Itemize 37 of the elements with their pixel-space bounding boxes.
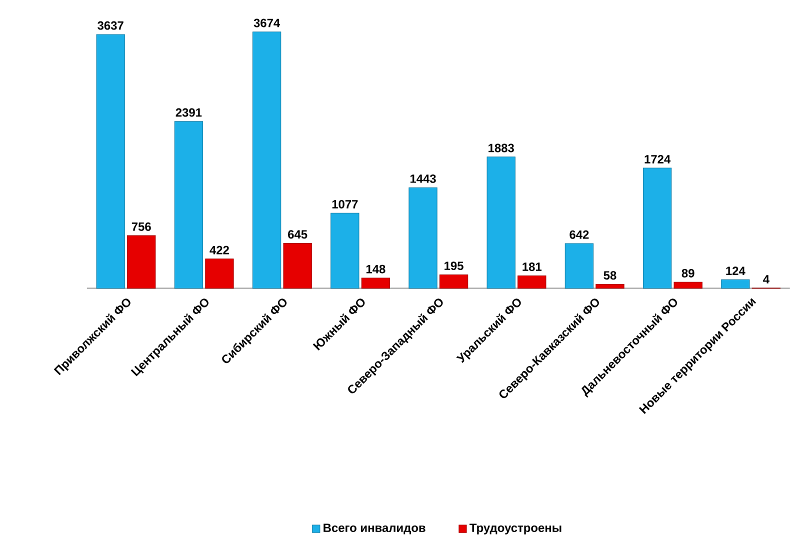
data-label: 1724 xyxy=(644,154,671,164)
data-label: 3637 xyxy=(98,21,124,30)
data-label: 1077 xyxy=(332,200,358,208)
data-label: 1443 xyxy=(410,174,436,183)
bar xyxy=(439,274,468,289)
bar xyxy=(330,212,360,289)
data-label: 3674 xyxy=(254,18,280,28)
bar xyxy=(174,121,204,289)
data-label: 195 xyxy=(444,262,464,270)
bar xyxy=(361,278,390,289)
data-label: 181 xyxy=(522,262,542,271)
bar xyxy=(642,168,672,289)
bar xyxy=(283,243,312,289)
data-label: 124 xyxy=(726,266,746,275)
data-label: 148 xyxy=(366,264,386,274)
bar xyxy=(596,284,624,289)
bar xyxy=(252,32,282,289)
data-label: 58 xyxy=(604,271,616,280)
data-label: 642 xyxy=(570,230,589,239)
bar xyxy=(518,275,546,289)
data-label: 89 xyxy=(682,268,694,278)
legend-label: Всего инвалидов xyxy=(324,524,426,534)
bar xyxy=(408,187,438,289)
data-label: 422 xyxy=(210,246,229,254)
bar xyxy=(564,243,594,289)
bar xyxy=(486,156,516,289)
data-label: 4 xyxy=(763,275,770,284)
data-label: 2391 xyxy=(176,108,202,117)
data-label: 756 xyxy=(132,222,151,231)
data-label: 645 xyxy=(288,230,308,239)
bar xyxy=(96,34,125,289)
bar xyxy=(721,279,750,289)
legend-label: Трудоустроены xyxy=(470,524,562,534)
bar xyxy=(674,282,702,289)
bar xyxy=(205,258,234,289)
data-label: 1883 xyxy=(488,144,514,152)
bar xyxy=(127,235,156,289)
